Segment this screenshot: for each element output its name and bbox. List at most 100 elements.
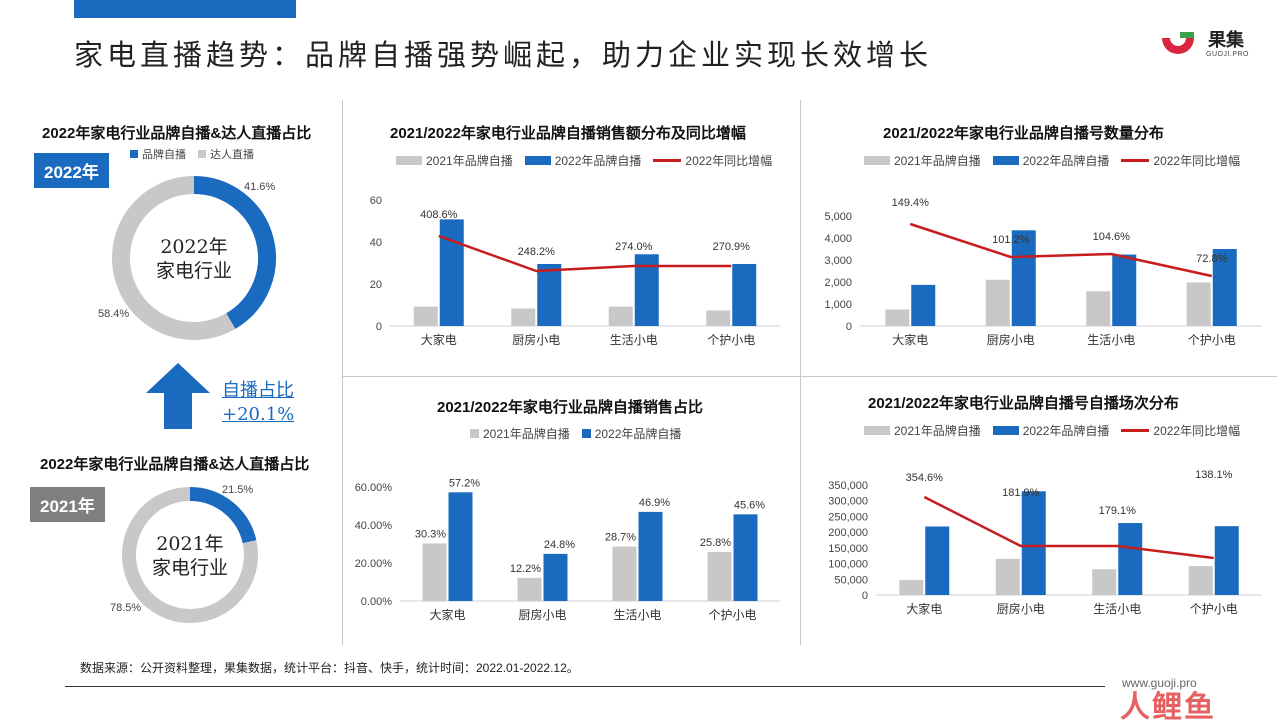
x-tick-label: 厨房小电 <box>987 332 1035 347</box>
y-tick-label: 0 <box>862 590 868 602</box>
legend-label-2022: 2022年品牌自播 <box>594 427 682 441</box>
legend-swatch-influencer <box>198 150 206 158</box>
legend-swatch-2022 <box>581 429 591 438</box>
bar-value-label: 57.2% <box>449 477 480 489</box>
legend-label-2022: 2022年品牌自播 <box>1022 424 1110 438</box>
bar-2022 <box>1112 254 1137 326</box>
sales-bar-chart: 0 20 40 60 大家电 厨房小电 生活小电 个护小电 408.6% 248.2% 274.0%… <box>370 195 780 347</box>
donut-2021-center-industry: 家电行业 <box>151 557 228 579</box>
divider-left <box>342 100 343 645</box>
bar-2021 <box>885 309 910 326</box>
bar-value-label: 24.8% <box>544 539 575 551</box>
growth-label: 270.9% <box>713 241 751 253</box>
x-tick-label: 个护小电 <box>1190 602 1238 616</box>
bar-2022 <box>448 492 473 601</box>
growth-line <box>923 495 1214 560</box>
share-chart-legend: 2021年品牌自播 2022年品牌自播 <box>470 425 687 442</box>
y-tick-label: 50,000 <box>834 574 868 586</box>
legend-swatch-2022 <box>992 426 1019 435</box>
bar-2022 <box>911 284 936 326</box>
growth-line <box>909 222 1213 278</box>
growth-label: 181.9% <box>1002 487 1040 499</box>
logo-text: 果集 <box>1208 30 1244 50</box>
legend-label-growth: 2022年同比增幅 <box>1153 154 1241 168</box>
sessions-bar-chart: 0 50,000 100,000 150,000 200,000 250,000 300,0… <box>828 469 1262 616</box>
y-tick-label: 40 <box>370 237 382 249</box>
donut-legend: 品牌自播 达人直播 <box>130 146 260 162</box>
growth-label: 149.4% <box>892 197 930 209</box>
bar-2022 <box>733 514 758 601</box>
legend-label-2021: 2021年品牌自播 <box>894 154 981 168</box>
legend-label-2021: 2021年品牌自播 <box>426 154 513 168</box>
y-tick-label: 2,000 <box>824 277 852 289</box>
x-tick-label: 个护小电 <box>707 333 755 347</box>
accounts-chart-legend: 2021年品牌自播 2022年品牌自播 2022年同比增幅 <box>864 152 1246 169</box>
y-tick-label: 0.00% <box>361 596 392 608</box>
guoji-logo-icon <box>1162 32 1194 54</box>
growth-label: 248.2% <box>518 246 556 258</box>
y-tick-label: 250,000 <box>828 511 868 523</box>
growth-label: 354.6% <box>906 472 944 484</box>
title-accent-bar <box>74 0 296 18</box>
legend-label-2021: 2021年品牌自播 <box>894 424 981 438</box>
bar-2022 <box>439 219 464 326</box>
donut-2021-center-label: 2021年 家电行业 <box>120 532 260 580</box>
y-tick-label: 350,000 <box>828 480 868 492</box>
donut-2022-title: 2022年家电行业品牌自播&达人直播占比 <box>42 125 312 142</box>
bar-2021 <box>995 558 1020 595</box>
bar-2021 <box>422 543 447 601</box>
bar-2021 <box>707 551 732 601</box>
growth-label: 138.1% <box>1195 469 1233 481</box>
share-increase-label: 自播占比 <box>222 380 294 401</box>
donut-2021-title: 2022年家电行业品牌自播&达人直播占比 <box>40 456 310 473</box>
donut-slice-brand <box>193 176 276 329</box>
y-tick-label: 60.00% <box>355 482 393 494</box>
bar-2021 <box>413 306 438 326</box>
up-arrow-icon <box>146 363 210 429</box>
donut-2021-center-year: 2021年 <box>156 533 224 555</box>
y-tick-label: 150,000 <box>828 543 868 555</box>
x-tick-label: 生活小电 <box>610 333 658 347</box>
legend-swatch-growth <box>1121 429 1150 432</box>
y-tick-label: 200,000 <box>828 527 868 539</box>
y-tick-label: 0 <box>846 321 852 333</box>
growth-label: 274.0% <box>615 241 653 253</box>
legend-label-brand: 品牌自播 <box>142 149 186 161</box>
bar-2021 <box>511 308 536 326</box>
bar-2022 <box>537 263 562 326</box>
page-title: 家电直播趋势：品牌自播强势崛起，助力企业实现长效增长 <box>74 38 933 72</box>
bar-2022 <box>638 511 663 601</box>
footer-divider <box>65 686 1105 687</box>
share-bar-chart: 0.00% 20.00% 40.00% 60.00% 30.3% 57.2% 大家电 12.2… <box>355 477 780 622</box>
x-tick-label: 大家电 <box>421 332 457 347</box>
x-tick-label: 大家电 <box>906 601 942 616</box>
year-2022-badge: 2022年 <box>34 153 109 188</box>
bar-value-label: 30.3% <box>415 528 446 540</box>
bar-2022 <box>543 553 568 601</box>
bar-2022 <box>1118 523 1143 595</box>
donut-slice-brand <box>189 487 257 544</box>
bar-2022 <box>1212 249 1237 326</box>
x-tick-label: 大家电 <box>892 332 928 347</box>
bar-2022 <box>925 526 950 595</box>
bar-2022 <box>1011 230 1036 326</box>
x-tick-label: 大家电 <box>429 607 465 622</box>
legend-swatch-2021 <box>864 156 890 165</box>
accounts-chart-title: 2021/2022年家电行业品牌自播号数量分布 <box>883 125 1164 142</box>
divider-middle <box>800 100 801 645</box>
bar-2021 <box>899 579 924 595</box>
bar-2022 <box>732 263 757 326</box>
legend-swatch-growth <box>653 159 682 162</box>
sales-chart-legend: 2021年品牌自播 2022年品牌自播 2022年同比增幅 <box>396 152 778 169</box>
growth-label: 408.6% <box>420 209 458 221</box>
legend-label-growth: 2022年同比增幅 <box>1153 424 1241 438</box>
logo-subtext: GUOJI.PRO <box>1206 51 1250 58</box>
legend-label-2022: 2022年品牌自播 <box>1022 154 1110 168</box>
x-tick-label: 生活小电 <box>613 608 661 622</box>
donut-2022-center-industry: 家电行业 <box>155 260 232 282</box>
legend-label-2022: 2022年品牌自播 <box>554 154 642 168</box>
legend-swatch-2022 <box>524 156 551 165</box>
donut-2022-center-year: 2022年 <box>160 236 228 258</box>
share-increase-note: 自播占比 +20.1% <box>222 379 294 427</box>
y-tick-label: 60 <box>370 195 382 207</box>
